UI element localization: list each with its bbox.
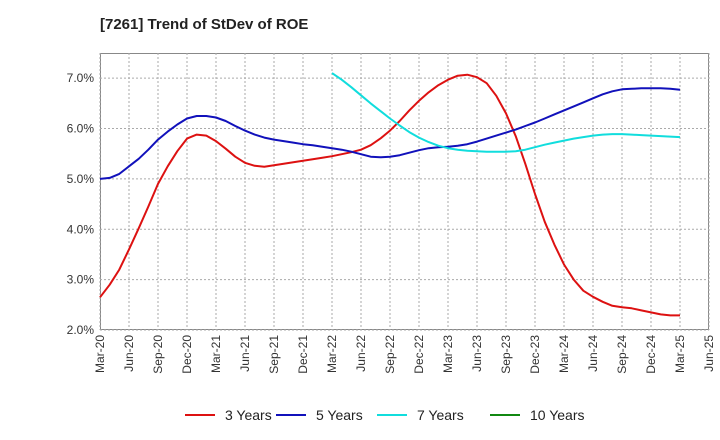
- y-tick-label: 4.0%: [67, 222, 95, 236]
- legend-item: 3 Years: [185, 405, 272, 425]
- x-tick-label: Sep-24: [615, 335, 629, 374]
- legend-label: 5 Years: [316, 407, 363, 423]
- x-axis-tick-labels: Mar-20 Jun-20 Sep-20 Dec-20 Mar-21 Jun-21 Sep-…: [93, 335, 716, 374]
- x-tick-label: Mar-20: [93, 335, 107, 373]
- series-line-3: [331, 72, 681, 153]
- legend-swatch: [377, 414, 407, 416]
- y-tick-label: 3.0%: [67, 273, 95, 287]
- legend-label: 10 Years: [530, 407, 585, 423]
- x-tick-label: Jun-23: [470, 335, 484, 372]
- legend-swatch: [185, 414, 215, 416]
- y-tick-label: 5.0%: [67, 172, 95, 186]
- x-tick-label: Sep-22: [383, 335, 397, 374]
- legend-label: 3 Years: [225, 407, 272, 423]
- series-layer: [99, 72, 681, 317]
- x-tick-label: Sep-23: [499, 335, 513, 374]
- x-tick-label: Dec-23: [528, 335, 542, 374]
- legend-label: 7 Years: [417, 407, 464, 423]
- x-tick-label: Dec-22: [412, 335, 426, 374]
- grid-x-lines: [99, 53, 710, 330]
- x-tick-label: Jun-22: [354, 335, 368, 372]
- legend: 3 Years 5 Years 7 Years 10 Years: [0, 405, 720, 425]
- x-tick-label: Dec-20: [180, 335, 194, 374]
- x-tick-label: Mar-23: [441, 335, 455, 373]
- x-tick-label: Mar-25: [673, 335, 687, 373]
- chart-title: [7261] Trend of StDev of ROE: [100, 16, 309, 33]
- series-line-2: [99, 87, 681, 180]
- y-tick-label: 2.0%: [67, 323, 95, 337]
- x-tick-label: Jun-20: [122, 335, 136, 372]
- x-tick-label: Mar-22: [325, 335, 339, 373]
- x-tick-label: Jun-21: [238, 335, 252, 372]
- x-tick-label: Dec-24: [644, 335, 658, 374]
- x-tick-label: Mar-24: [557, 335, 571, 373]
- x-tick-label: Sep-21: [267, 335, 281, 374]
- series-line-1: [99, 73, 680, 317]
- legend-swatch: [276, 414, 306, 416]
- x-tick-label: Mar-21: [209, 335, 223, 373]
- y-axis-tick-labels: 2.0% 3.0% 4.0% 5.0% 6.0% 7.0%: [67, 71, 95, 337]
- legend-swatch: [490, 414, 520, 416]
- legend-item: 10 Years: [490, 405, 585, 425]
- grid-y-lines: [100, 77, 709, 331]
- y-tick-label: 7.0%: [67, 71, 95, 85]
- x-tick-label: Dec-21: [296, 335, 310, 374]
- x-tick-label: Sep-20: [151, 335, 165, 374]
- legend-item: 7 Years: [377, 405, 464, 425]
- legend-item: 5 Years: [276, 405, 363, 425]
- x-tick-label: Jun-25: [702, 335, 716, 372]
- y-tick-label: 6.0%: [67, 122, 95, 136]
- plot-frame: [100, 53, 709, 330]
- x-tick-label: Jun-24: [586, 335, 600, 372]
